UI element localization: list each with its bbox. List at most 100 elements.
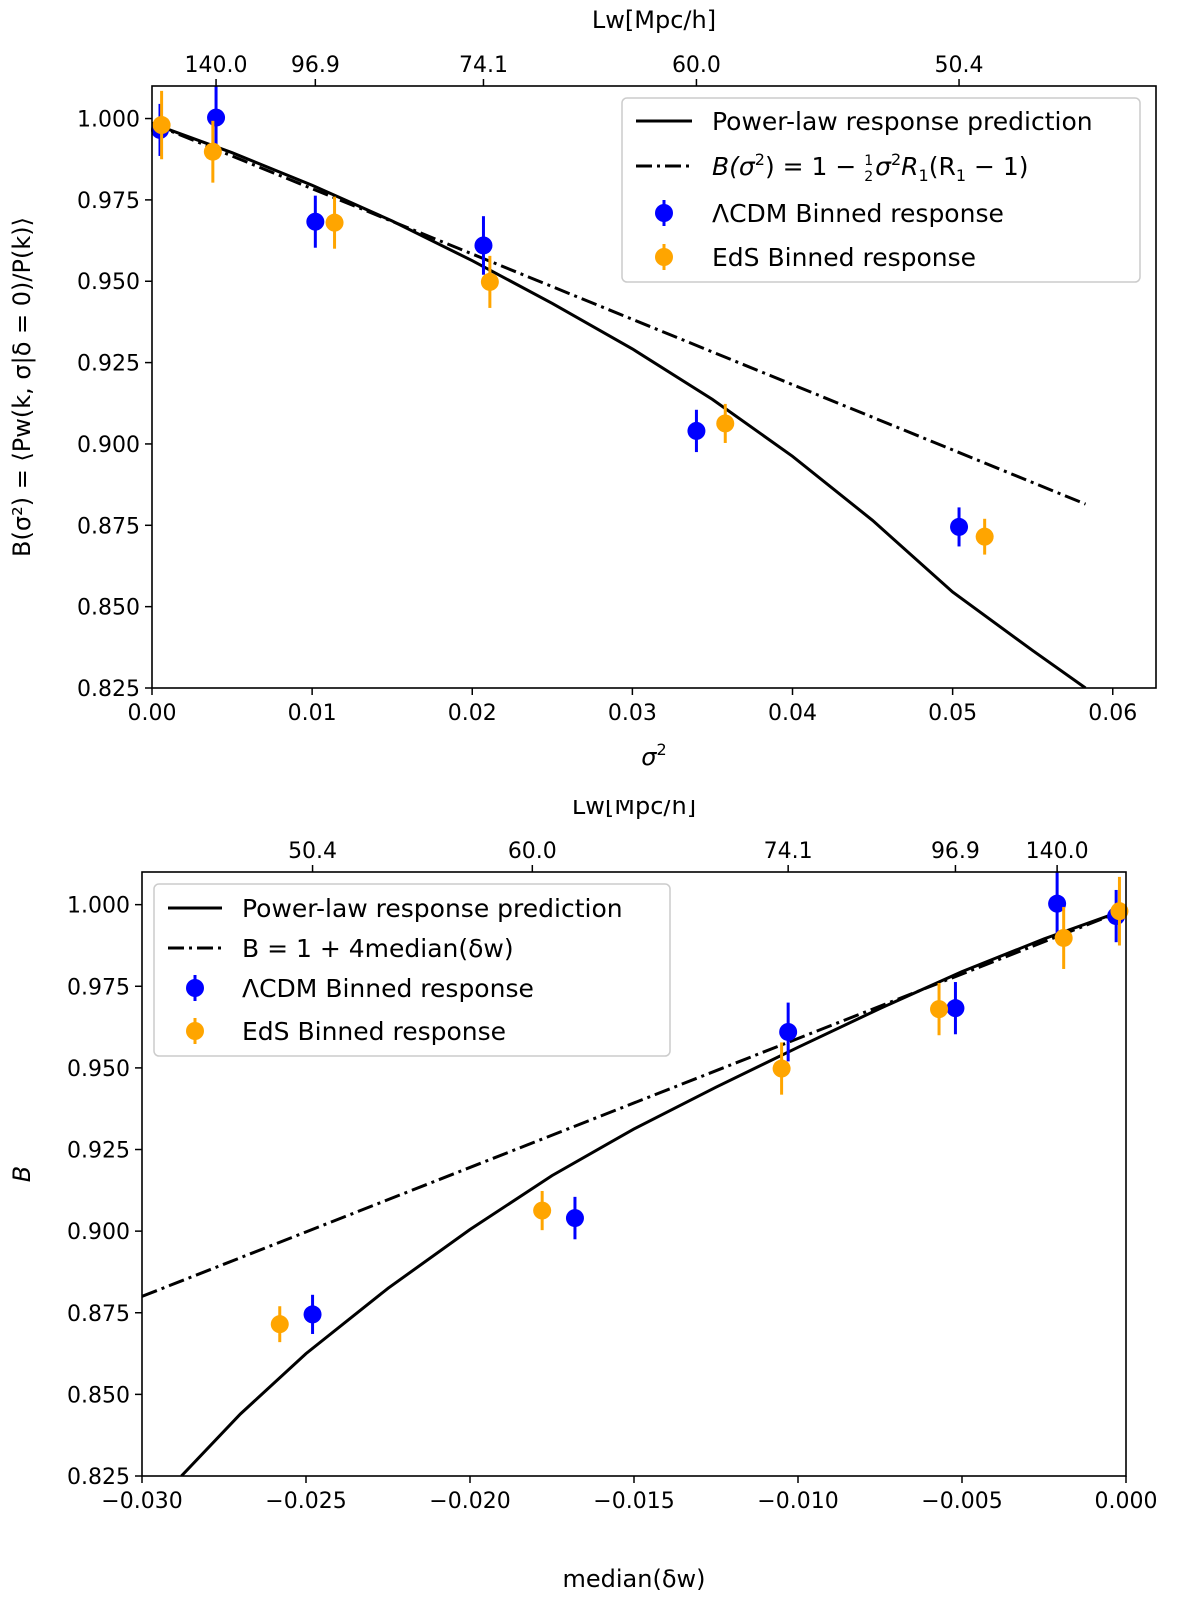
top-eds-marker <box>716 414 735 433</box>
bottom-eds-marker <box>930 1000 949 1019</box>
top-line-power-law <box>152 121 1087 688</box>
bottom-lcdm-marker <box>565 1209 584 1228</box>
bottom-legend-label-lcdm: ΛCDM Binned response <box>242 974 534 1003</box>
top-line-linear-approx <box>152 122 1087 506</box>
bottom-y-tick-label: 0.875 <box>67 1302 130 1327</box>
bottom-marks <box>142 872 1129 1476</box>
bottom-eds-marker <box>1054 928 1073 947</box>
bottom-lcdm-point <box>779 1002 798 1062</box>
top-top-tick-label: 96.9 <box>291 53 340 78</box>
bottom-top-tick-label: 96.9 <box>931 839 980 864</box>
bottom-y-tick-label: 0.925 <box>67 1139 130 1164</box>
bottom-legend-label-eds: EdS Binned response <box>242 1017 506 1046</box>
top-top-tick-label: 60.0 <box>672 53 721 78</box>
bottom-eds-marker <box>1110 902 1129 921</box>
top-lcdm-point <box>474 216 493 275</box>
bottom-eds-point <box>1054 906 1073 969</box>
top-chart: 0.00 0.01 0.02 0.03 0.04 0.05 0.06 0.825 0.850 0.… <box>8 6 1157 771</box>
bottom-legend-swatch-lcdm <box>186 979 204 997</box>
bottom-y-tick-label: 0.900 <box>67 1220 130 1245</box>
top-lcdm-marker <box>474 236 493 255</box>
top-y-tick-label: 1.000 <box>77 108 140 133</box>
bottom-x-tick-label: −0.030 <box>101 1489 182 1514</box>
bottom-line-power-law <box>180 908 1126 1476</box>
top-y-tick-label: 0.875 <box>77 514 140 539</box>
top-eds-marker <box>325 213 344 232</box>
top-eds-point <box>480 255 499 308</box>
top-lcdm-marker <box>207 108 226 127</box>
top-lcdm-marker <box>687 421 706 440</box>
bottom-legend-swatch-eds <box>186 1022 204 1040</box>
top-x-tick-label: 0.02 <box>448 701 497 726</box>
top-x-tick-label: 0.00 <box>128 701 177 726</box>
bottom-chart: −0.030 −0.025 −0.020 −0.015 −0.010 −0.005 0.00… <box>8 800 1158 1593</box>
bottom-legend-label-dashdot: B = 1 + 4median(δw) <box>242 934 514 963</box>
bottom-y-tick-label: 1.000 <box>67 894 130 919</box>
top-x-axis-label: σ2 <box>641 740 666 771</box>
top-eds-point <box>325 196 344 249</box>
bottom-lcdm-marker <box>946 999 965 1018</box>
bottom-lcdm-marker <box>1048 894 1067 913</box>
top-eds-point <box>203 120 222 183</box>
top-x-tick-label: 0.03 <box>608 701 657 726</box>
top-eds-point <box>152 90 171 160</box>
top-x-tick-label: 0.01 <box>288 701 337 726</box>
top-legend-box <box>621 97 1141 283</box>
top-eds-point <box>716 403 735 443</box>
top-y-tick-label: 0.950 <box>77 270 140 295</box>
top-x-tick-label: 0.04 <box>768 701 817 726</box>
top-legend-label-lcdm: ΛCDM Binned response <box>712 199 1004 228</box>
top-lcdm-point <box>207 86 226 152</box>
bottom-eds-point <box>1110 876 1129 946</box>
bottom-legend-label-power-law: Power-law response prediction <box>242 894 623 923</box>
top-lcdm-point <box>306 195 325 248</box>
bottom-secondary-axis-label: Lw[Mpc/h] <box>572 800 696 820</box>
bottom-y-tick-label: 0.825 <box>67 1465 130 1490</box>
bottom-line-linear-approx <box>142 908 1126 1298</box>
bottom-eds-point <box>772 1042 791 1095</box>
top-legend: Power-law response prediction B(σ2) = 1 … <box>621 97 1141 283</box>
top-legend-label-eds: EdS Binned response <box>712 243 976 272</box>
top-top-tick-label: 74.1 <box>459 53 508 78</box>
top-eds-marker <box>152 116 171 135</box>
bottom-eds-point <box>270 1306 289 1343</box>
bottom-lcdm-point <box>1048 872 1067 938</box>
bottom-legend: Power-law response prediction B = 1 + 4m… <box>153 883 671 1057</box>
top-marks <box>151 86 1087 688</box>
bottom-top-tick-label: 50.4 <box>288 839 337 864</box>
top-legend-label-power-law: Power-law response prediction <box>712 107 1093 136</box>
bottom-x-tick-label: −0.005 <box>921 1489 1002 1514</box>
top-eds-marker <box>203 142 222 161</box>
top-top-tick-label: 140.0 <box>185 53 248 78</box>
top-lcdm-marker <box>950 517 969 536</box>
top-eds-point <box>975 518 994 555</box>
bottom-eds-marker <box>270 1315 289 1334</box>
top-y-tick-label: 0.975 <box>77 189 140 214</box>
top-x-tick-label: 0.06 <box>1088 701 1137 726</box>
top-eds-marker <box>975 527 994 546</box>
bottom-legend-box <box>153 883 671 1057</box>
top-secondary-axis-label: Lw[Mpc/h] <box>592 6 716 34</box>
top-lcdm-point <box>950 507 969 547</box>
top-legend-label-dashdot: B(σ2) = 1 − 1 2σ2R1(R1 − 1) <box>712 150 1029 185</box>
bottom-eds-marker <box>533 1201 552 1220</box>
bottom-lcdm-point <box>946 982 965 1035</box>
top-legend-swatch-lcdm <box>655 204 673 222</box>
top-plot-frame <box>151 85 1157 689</box>
bottom-x-tick-label: −0.020 <box>429 1489 510 1514</box>
top-legend-swatch-eds <box>655 248 673 266</box>
top-top-tick-label: 50.4 <box>935 53 984 78</box>
bottom-y-tick-label: 0.850 <box>67 1383 130 1408</box>
bottom-x-tick-label: −0.025 <box>265 1489 346 1514</box>
bottom-x-tick-label: 0.000 <box>1095 1489 1158 1514</box>
bottom-eds-point <box>930 983 949 1036</box>
bottom-lcdm-point <box>565 1196 584 1240</box>
bottom-eds-point <box>533 1190 552 1231</box>
bottom-x-axis-label: median(δw) <box>562 1565 705 1593</box>
top-lcdm-point <box>687 409 706 453</box>
top-y-axis-label: B(σ²) = ⟨Pw(k, σ|δ = 0)/P(k)⟩ <box>8 217 36 557</box>
top-y-tick-label: 0.850 <box>77 596 140 621</box>
top-eds-marker <box>480 272 499 291</box>
bottom-y-tick-label: 0.975 <box>67 975 130 1000</box>
bottom-lcdm-marker <box>779 1022 798 1041</box>
